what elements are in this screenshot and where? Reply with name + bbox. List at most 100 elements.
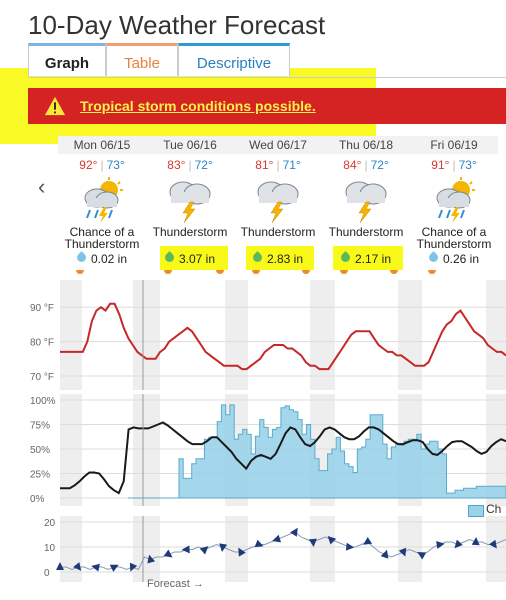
wind-direction-arrow [417,552,427,560]
day-date: Mon 06/15 [58,136,146,154]
night-band [133,394,160,506]
day-date: Fri 06/19 [410,136,498,154]
high-temp: 91° [431,158,450,172]
wind-direction-arrow [181,545,190,554]
night-band [133,516,160,582]
wind-direction-arrow [238,547,246,557]
day-card[interactable]: Tue 06/16 83° | 72° Thunderstorm 3.07 in [146,136,234,276]
day-date: Tue 06/16 [146,136,234,154]
raindrop-icon [163,251,176,264]
y-tick-label: 80 °F [30,338,54,349]
low-temp: 73° [106,158,125,172]
day-precip: 2.83 in [234,251,322,266]
night-band [398,516,422,582]
alert-link[interactable]: Tropical storm conditions possible. [80,98,316,114]
night-band [398,280,422,390]
y-tick-label: 75% [30,421,50,432]
wind-direction-arrow [219,543,228,552]
temperature-line [60,302,506,371]
day-temps: 81° | 71° [255,158,301,172]
night-band [486,394,506,506]
wind-direction-arrow [488,539,497,549]
raindrop-icon [251,251,264,264]
y-tick-label: 100% [30,396,56,407]
raindrop-icon [339,251,352,264]
night-band [486,516,506,582]
wind-direction-arrow [380,549,389,559]
y-tick-label: 70 °F [30,372,54,383]
sun-marker [390,270,398,274]
day-precip: 3.07 in [146,251,234,266]
day-card[interactable]: Mon 06/15 92° | 73° Chance of a Thunderstorm… [58,136,146,276]
y-tick-label: 0 [44,568,50,579]
wind-direction-arrow [199,546,209,555]
night-band [310,280,335,390]
wind-direction-arrow [308,538,317,547]
partly-sunny-storm-icon [429,176,479,224]
y-tick-label: 10 [44,543,56,554]
wind-direction-arrow [454,539,463,549]
chevron-left-icon[interactable]: ‹ [38,174,46,199]
wind-direction-arrow [91,563,100,572]
y-tick-label: 0% [30,494,45,505]
tab-graph[interactable]: Graph [28,43,106,76]
day-precip: 0.26 in [410,251,498,266]
tab-table[interactable]: Table [106,43,178,76]
sun-marker [216,270,224,274]
day-card[interactable]: Fri 06/19 91° | 73° Chance of a Thunderstorm… [410,136,498,276]
low-temp: 73° [458,158,477,172]
low-temp: 72° [194,158,213,172]
cloud-cover-line [60,421,506,495]
night-band [60,280,82,390]
wind-direction-arrow [471,537,480,546]
day-condition: Thunderstorm [152,225,228,239]
warning-icon [44,96,66,116]
high-temp: 81° [255,158,274,172]
wind-direction-arrow [73,562,82,571]
high-temp: 92° [79,158,98,172]
daily-forecast-cards: Mon 06/15 92° | 73° Chance of a Thunderstorm… [58,136,506,276]
sun-marker [340,270,348,274]
day-condition: Chance of a Thunderstorm [416,225,492,251]
view-tabs: Graph Table Descriptive [28,43,506,78]
wind-direction-arrow [345,542,355,551]
night-band [310,516,335,582]
page-title: 10-Day Weather Forecast [28,10,326,40]
legend-label: Ch [486,502,502,516]
raindrop-icon [75,251,88,264]
high-temp: 83° [167,158,186,172]
high-temp: 84° [343,158,362,172]
y-tick-label: 25% [30,470,50,481]
wind-direction-arrow [327,535,337,545]
wind-direction-arrow [109,564,119,572]
day-card[interactable]: Wed 06/17 81° | 71° Thunderstorm 2.83 in [234,136,322,276]
wind-direction-arrow [254,539,264,548]
sun-marker [302,270,310,274]
sun-marker [164,270,172,274]
day-condition: Thunderstorm [240,225,316,239]
day-date: Thu 06/18 [322,136,410,154]
night-band [225,280,248,390]
wind-direction-arrow [272,534,282,543]
day-temps: 83° | 72° [167,158,213,172]
tab-descriptive[interactable]: Descriptive [178,43,290,76]
precip-cloud-chart: 100% 75% 50% 25% 0% [30,394,506,506]
day-condition: Chance of a Thunderstorm [64,225,140,251]
wind-direction-arrow [56,562,64,570]
wind-direction-arrow [147,554,156,564]
y-tick-label: 20 [44,518,56,529]
day-card[interactable]: Thu 06/18 84° | 72° Thunderstorm 2.17 in [322,136,410,276]
weather-alert-banner[interactable]: Tropical storm conditions possible. [28,88,506,124]
wind-line [60,531,506,571]
night-band [486,280,506,390]
wind-direction-arrow [290,527,298,537]
day-date: Wed 06/17 [234,136,322,154]
day-temps: 91° | 73° [431,158,477,172]
wind-direction-arrow [436,541,445,549]
wind-chart: 20 10 0 [44,516,506,582]
sun-marker [76,270,84,274]
low-temp: 71° [282,158,301,172]
y-tick-label: 90 °F [30,303,54,314]
storm-cloud-icon [253,176,303,224]
wind-direction-arrow [129,562,138,572]
